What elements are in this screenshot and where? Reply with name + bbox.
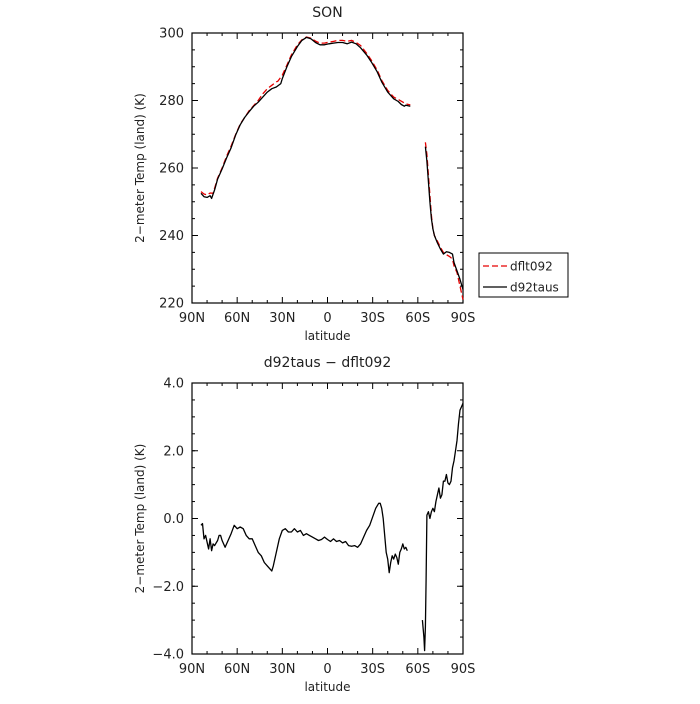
chart-title: SON [312, 5, 342, 21]
y-tick-label: 220 [159, 297, 184, 312]
legend-label-dflt092: dflt092 [510, 260, 553, 274]
chart-panel-1 [191, 32, 464, 304]
series-line-dflt092-segment-1 [200, 36, 411, 196]
plot-frame [191, 32, 464, 304]
y-tick-label: 260 [159, 162, 184, 177]
x-tick-label: 90S [451, 662, 476, 677]
chart-title: d92taus − dflt092 [264, 355, 391, 371]
chart-panel-2 [191, 382, 464, 655]
y-axis-label: 2−meter Temp (land) (K) [133, 444, 147, 594]
series-line-d92taus-segment-2 [424, 146, 464, 290]
legend-label-d92taus: d92taus [510, 281, 559, 295]
y-tick-label: 300 [159, 27, 184, 42]
x-tick-label: 30N [269, 662, 295, 677]
y-axis-label: 2−meter Temp (land) (K) [133, 93, 147, 243]
x-axis-label: latitude [304, 680, 350, 694]
y-tick-label: −2.0 [152, 580, 184, 595]
x-tick-label: 30S [360, 311, 385, 326]
x-tick-label: 60S [405, 662, 430, 677]
x-tick-label: 30N [269, 311, 295, 326]
x-tick-label: 90N [179, 311, 205, 326]
y-tick-label: 0.0 [163, 512, 184, 527]
series-line-difference-segment-2 [421, 403, 464, 652]
legend-box [478, 252, 569, 298]
x-tick-label: 0 [323, 662, 331, 677]
x-tick-label: 60N [224, 662, 250, 677]
x-tick-label: 90N [179, 662, 205, 677]
x-tick-label: 60S [405, 311, 430, 326]
x-tick-label: 0 [323, 311, 331, 326]
x-tick-label: 30S [360, 662, 385, 677]
x-axis-label: latitude [304, 329, 350, 343]
x-tick-label: 60N [224, 311, 250, 326]
y-tick-label: −4.0 [152, 648, 184, 663]
y-tick-label: 4.0 [163, 377, 184, 392]
y-tick-label: 2.0 [163, 444, 184, 459]
y-tick-label: 240 [159, 229, 184, 244]
legend: dflt092 d92taus [478, 252, 569, 298]
plot-frame [191, 382, 464, 655]
y-tick-label: 280 [159, 94, 184, 109]
series-line-dflt092-segment-2 [424, 142, 464, 300]
series-line-d92taus-segment-1 [200, 36, 411, 200]
x-tick-label: 90S [451, 311, 476, 326]
series-line-difference-segment-1 [200, 502, 408, 574]
